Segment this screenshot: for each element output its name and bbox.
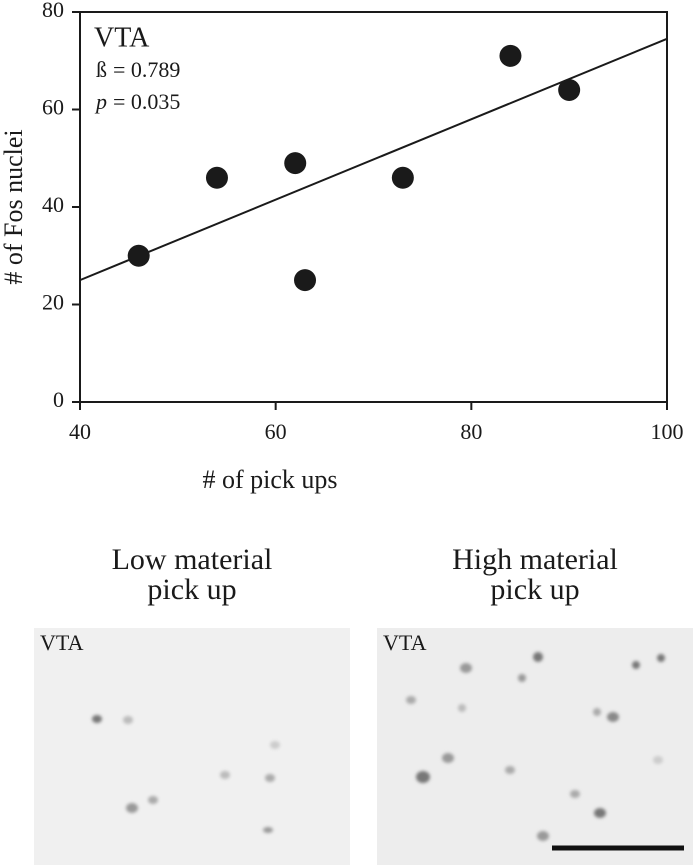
micrograph xyxy=(34,628,350,865)
data-point xyxy=(284,152,307,175)
y-tick-label: 80 xyxy=(42,0,64,22)
y-tick-label: 20 xyxy=(42,290,64,315)
p-stat: p = 0.035 xyxy=(94,89,180,114)
beta-text: = 0.789 xyxy=(113,57,180,82)
micrograph xyxy=(377,628,693,865)
cells xyxy=(92,652,665,841)
panel-title: Low material xyxy=(112,543,273,576)
beta-stat: ß = 0.789 xyxy=(96,57,180,82)
data-point xyxy=(558,79,581,101)
panel-title: pick up xyxy=(490,573,579,606)
panel-title: High material xyxy=(452,543,618,576)
x-tick-label: 100 xyxy=(651,419,684,444)
panel-label: VTA xyxy=(40,630,84,655)
y-tick-label: 40 xyxy=(42,192,64,217)
p-text: = 0.035 xyxy=(113,89,180,114)
data-point xyxy=(499,44,522,67)
data-point xyxy=(205,166,228,189)
x-tick-label: 80 xyxy=(460,419,482,444)
data-point xyxy=(294,269,317,292)
x-axis-label: # of pick ups xyxy=(202,465,337,494)
beta-symbol: ß xyxy=(96,57,107,82)
y-tick-label: 0 xyxy=(53,387,64,412)
x-tick-label: 40 xyxy=(69,419,91,444)
panel-title: pick up xyxy=(147,573,236,606)
data-point xyxy=(391,166,414,189)
region-label: VTA xyxy=(94,22,150,53)
data-point xyxy=(127,244,150,267)
panel-label: VTA xyxy=(383,630,427,655)
y-axis-label: # of Fos nuclei xyxy=(0,129,28,284)
p-symbol: p xyxy=(94,89,107,114)
y-tick-label: 60 xyxy=(42,95,64,120)
x-tick-label: 60 xyxy=(265,419,287,444)
